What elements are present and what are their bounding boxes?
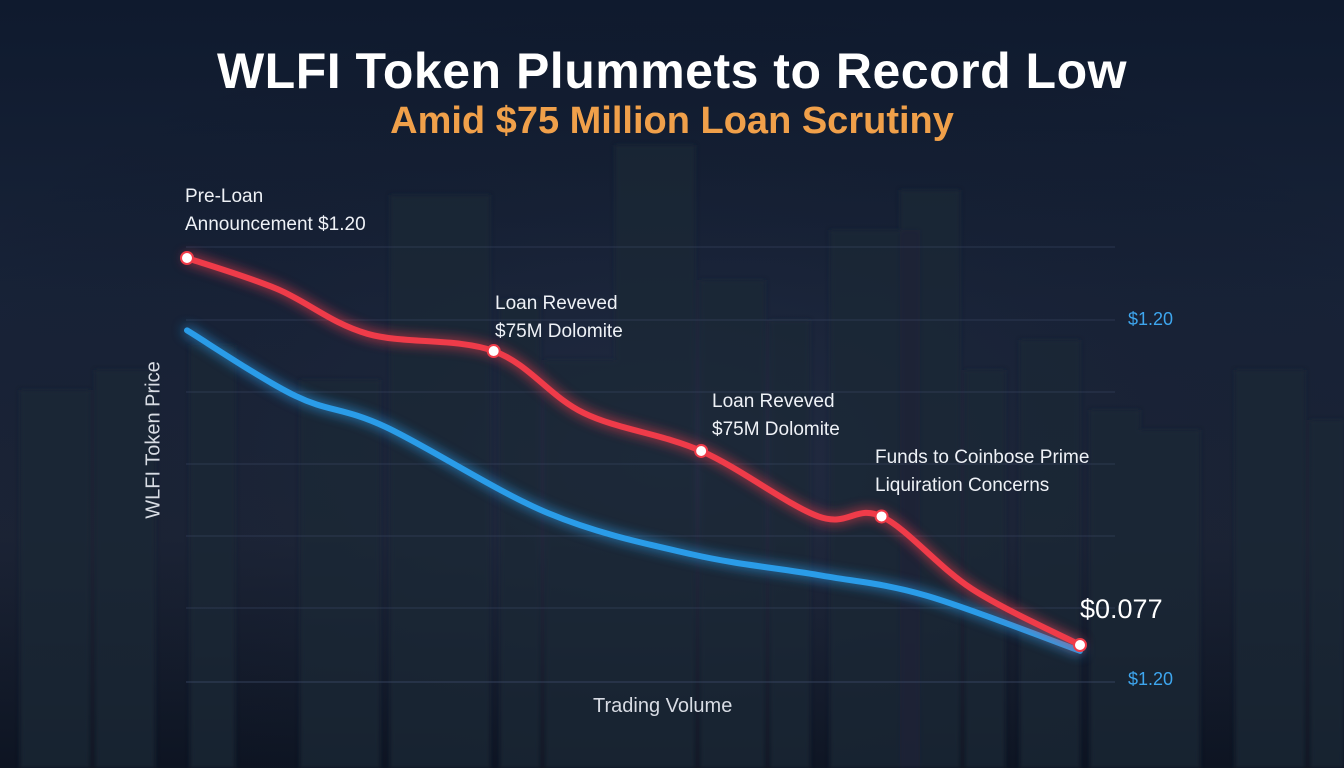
skyline-building — [390, 195, 490, 768]
skyline-building — [95, 370, 155, 768]
annotation-line: $75M Dolomite — [495, 321, 623, 342]
annotation-line: Loan Reveved — [495, 293, 618, 314]
skyline-building — [545, 360, 615, 768]
annotation-line: Pre-Loan — [185, 186, 264, 207]
skyline-building — [965, 370, 1005, 768]
chart-subtitle: Amid $75 Million Loan Scrutiny — [390, 100, 954, 142]
annotation-line: Liquiration Concerns — [875, 475, 1050, 496]
chart-grid — [186, 246, 1115, 683]
skyline-building — [1310, 420, 1344, 768]
price-line-red — [184, 255, 1083, 648]
data-point-marker — [694, 443, 709, 458]
right-axis-tick: $1.20 — [1128, 669, 1174, 689]
annotation-loan-revealed-2: Loan Reveved $75M Dolomite — [712, 388, 840, 444]
y-axis-label: WLFI Token Price — [142, 361, 165, 519]
chart-title: WLFI Token Plummets to Record Low — [216, 43, 1128, 99]
x-axis-label: Trading Volume — [593, 695, 733, 717]
skyline-building — [190, 345, 235, 768]
right-axis-tick: $1.20 — [1128, 309, 1174, 329]
skyline-building — [900, 190, 960, 768]
series-layer — [184, 255, 1083, 654]
marker-layer — [180, 251, 1087, 652]
data-point-marker — [1073, 638, 1087, 652]
annotation-line: Announcement $1.20 — [185, 214, 366, 235]
end-value-label: $0.077 — [1080, 594, 1163, 624]
skyline-building — [700, 280, 765, 768]
skyline-building — [770, 320, 810, 768]
skyline-building — [1235, 370, 1305, 768]
annotation-line: Funds to Coinbose Prime — [875, 447, 1090, 468]
annotation-line: Loan Reveved — [712, 391, 835, 412]
annotation-pre-loan: Pre-Loan Announcement $1.20 — [185, 183, 366, 239]
data-point-marker — [180, 251, 194, 265]
skyline-building — [500, 300, 540, 768]
annotation-line: $75M Dolomite — [712, 419, 840, 440]
annotation-coinbase-funds: Funds to Coinbose Prime Liquiration Conc… — [875, 444, 1089, 500]
skyline-building — [1140, 430, 1200, 768]
skyline-building — [20, 390, 90, 768]
skyline-building — [300, 380, 380, 768]
skyline-building — [1020, 340, 1080, 768]
city-skyline-background — [20, 145, 1344, 768]
skyline-building — [1090, 410, 1140, 768]
data-point-marker — [874, 509, 889, 524]
data-point-marker — [486, 344, 501, 359]
volume-line-blue — [184, 327, 1083, 654]
annotation-loan-revealed-1: Loan Reveved $75M Dolomite — [495, 290, 623, 346]
skyline-building — [615, 145, 695, 768]
